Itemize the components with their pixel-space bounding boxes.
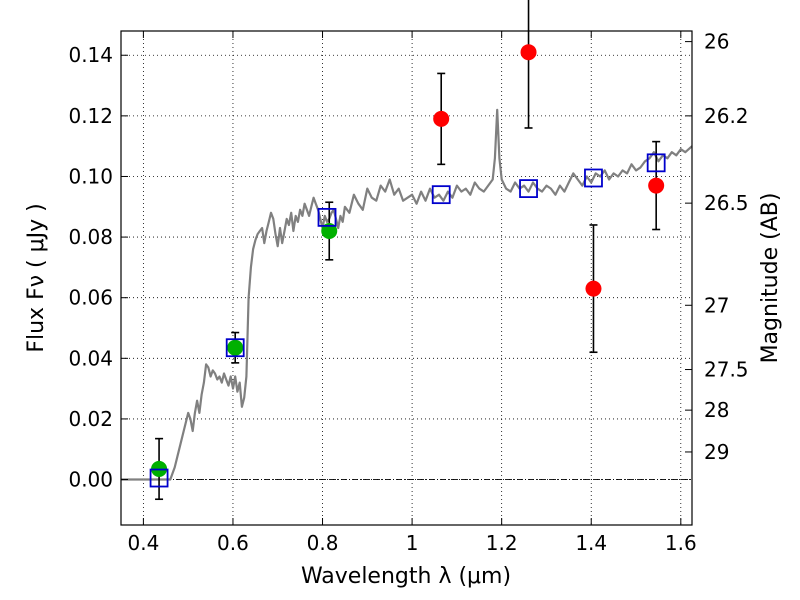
y-tick-label: 0.06 (68, 286, 113, 310)
model-photometry-squares (149, 153, 666, 488)
detection-point (227, 339, 244, 356)
right-axis-label: Magnitude (AB) (758, 193, 783, 364)
right-tick-labels: 26 26.2 26.5 27 27.5 28 29 (704, 30, 749, 464)
x-tick-labels: 0.4 0.6 0.8 1 1.2 1.4 1.6 (127, 531, 696, 555)
y-tick-label: 0.08 (68, 225, 113, 249)
grid (121, 31, 692, 525)
x-tick-label: 1 (406, 531, 419, 555)
model-photometry-square (225, 338, 245, 358)
model-photometry-square (646, 153, 666, 173)
model-photometry-square (317, 207, 337, 227)
y-tick-label: 0.10 (68, 164, 113, 188)
x-tick-label: 1.2 (486, 531, 518, 555)
right-tick-label: 26.2 (704, 104, 749, 128)
error-bars (155, 0, 661, 501)
model-photometry-square (431, 185, 451, 205)
right-tick-label: 26.5 (704, 191, 749, 215)
nondetection-point (433, 110, 450, 127)
right-tick-label: 27.5 (704, 358, 749, 382)
nondetection-point (520, 44, 537, 61)
model-photometry-square (519, 179, 538, 198)
x-axis-label: Wavelength λ (μm) (301, 564, 511, 589)
right-tick-label: 26 (704, 30, 729, 54)
x-tick-label: 0.8 (307, 531, 339, 555)
plot-frame (120, 30, 693, 526)
model-photometry-square (149, 468, 169, 488)
model-spectrum (121, 108, 693, 481)
data-points (151, 44, 665, 477)
detection-point (321, 223, 338, 240)
y-tick-label: 0.00 (68, 468, 113, 492)
model-photometry-square (584, 168, 603, 188)
y-tick-label: 0.04 (68, 346, 113, 370)
spectrum-line (121, 108, 693, 481)
y-tick-label: 0.12 (68, 104, 113, 128)
y-tick-label: 0.02 (68, 407, 113, 431)
right-tick-label: 27 (704, 293, 729, 317)
x-tick-label: 0.4 (127, 531, 159, 555)
x-tick-label: 0.6 (217, 531, 249, 555)
nondetection-point (585, 280, 602, 297)
x-tick-label: 1.6 (665, 531, 697, 555)
right-tick-label: 29 (704, 440, 729, 464)
nondetection-point (648, 177, 665, 194)
y-axis-label: Flux Fν ( μJy ) (24, 203, 49, 352)
y-tick-label: 0.14 (68, 43, 113, 67)
x-tick-label: 1.4 (575, 531, 607, 555)
right-tick-label: 28 (704, 398, 729, 422)
tick-marks (121, 31, 692, 525)
y-tick-labels: 0.00 0.02 0.04 0.06 0.08 0.10 0.12 0.14 (68, 43, 113, 491)
